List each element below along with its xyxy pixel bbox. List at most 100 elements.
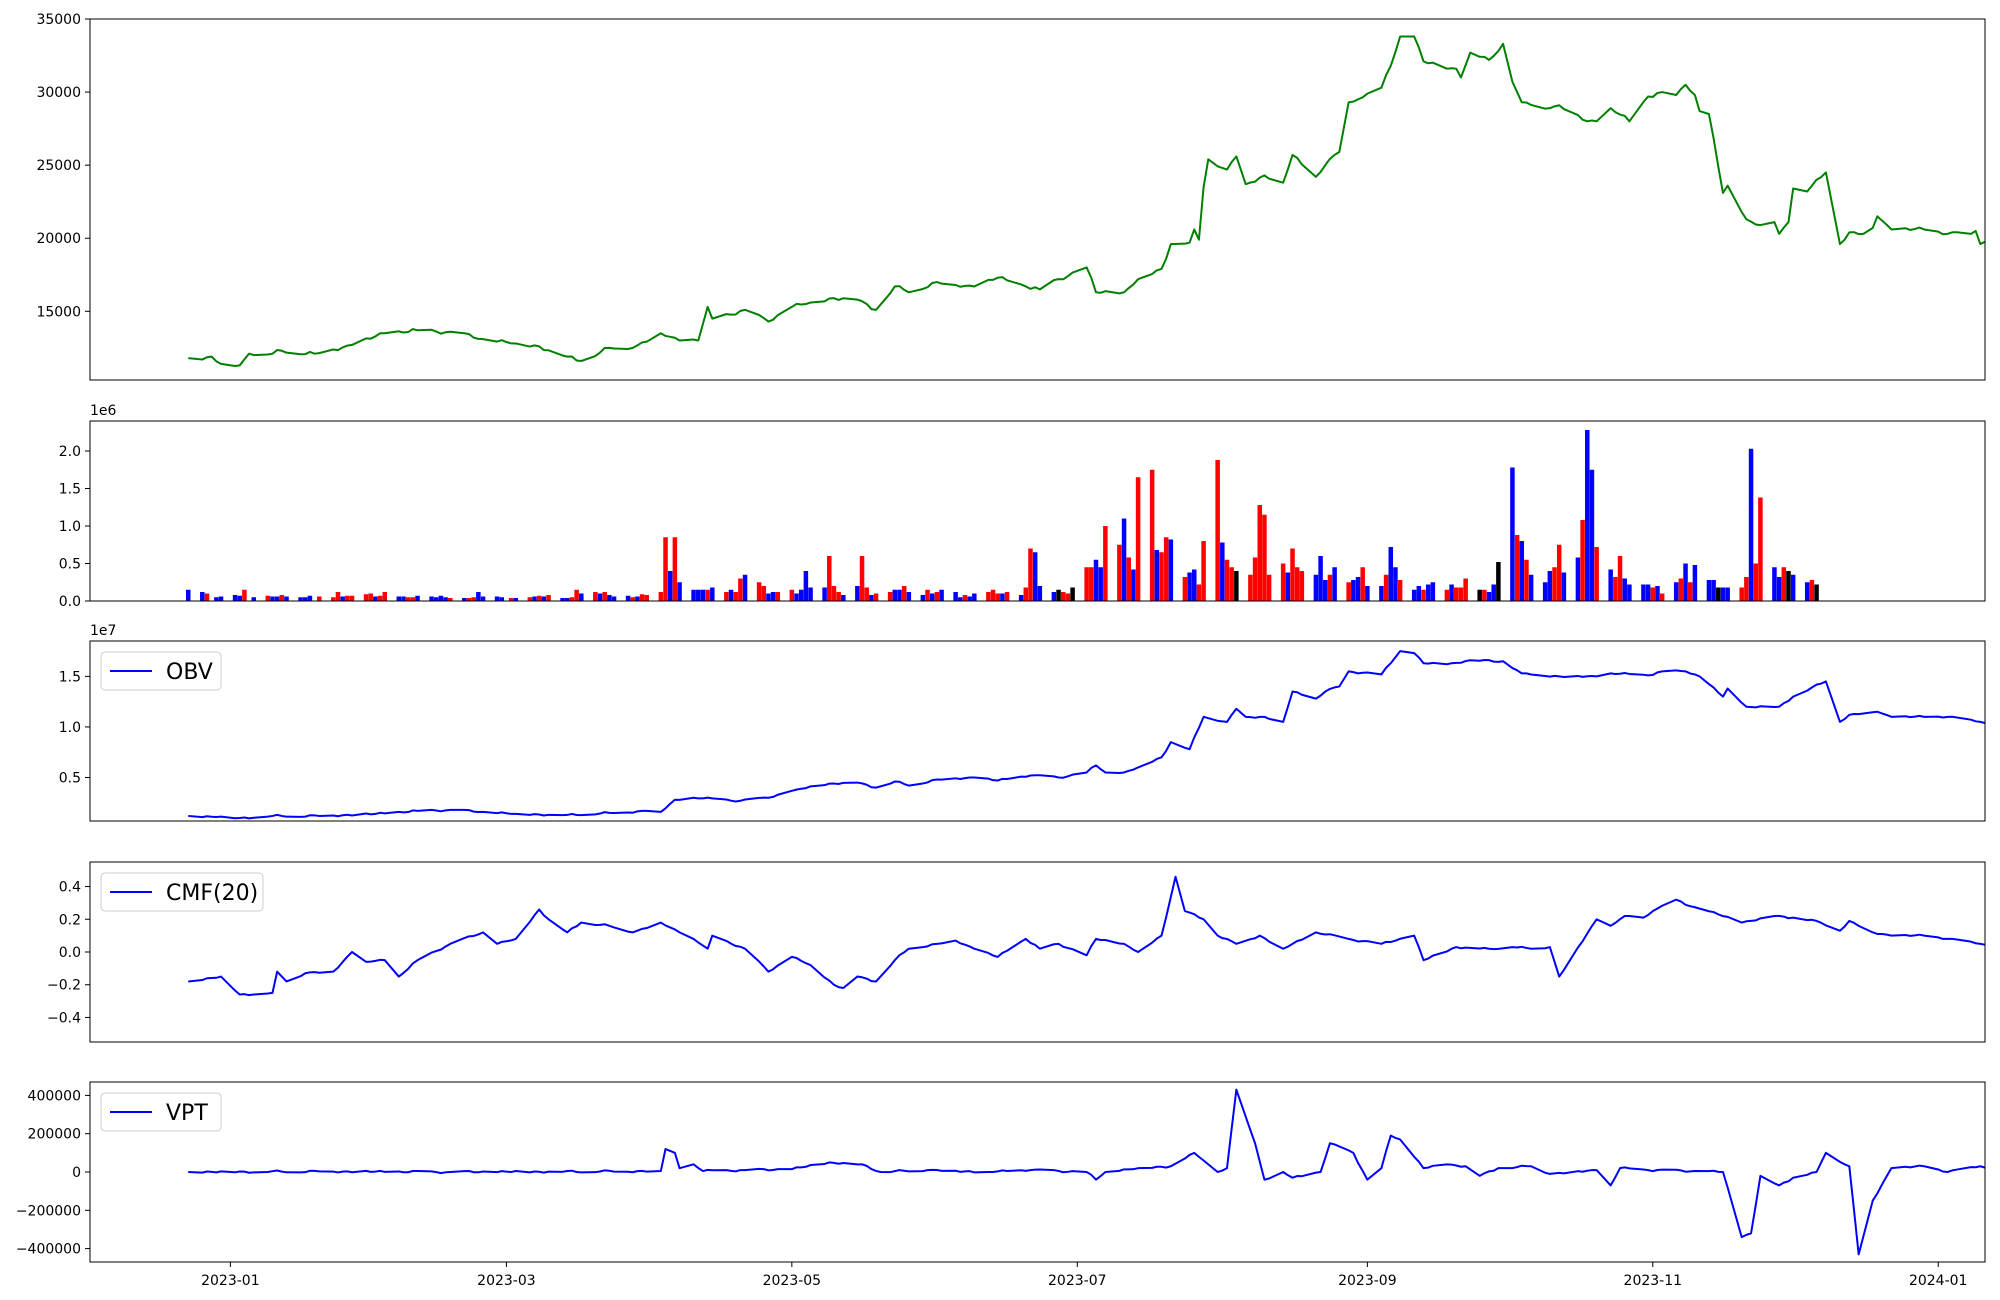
vpt-ytick-label: 200000 xyxy=(28,1127,81,1143)
volume-bar xyxy=(1351,580,1356,601)
volume-bar xyxy=(1753,563,1758,601)
volume-bar xyxy=(1135,477,1141,601)
volume-bar xyxy=(1056,589,1061,601)
volume-bar xyxy=(1365,586,1370,601)
volume-bar xyxy=(1772,567,1777,601)
volume-bar xyxy=(368,593,373,601)
volume-bar xyxy=(1556,544,1562,601)
volume-bar xyxy=(1547,571,1553,601)
volume-bar xyxy=(1379,586,1384,601)
legend-box xyxy=(100,1092,222,1132)
volume-bar xyxy=(218,596,224,601)
volume-bar xyxy=(1313,574,1319,601)
xtick-label: 2023-07 xyxy=(1048,1273,1107,1289)
volume-bar xyxy=(1608,569,1613,601)
volume-bar xyxy=(1355,577,1361,601)
cmf-legend: CMF(20) xyxy=(100,872,264,912)
volume-bar xyxy=(242,589,247,601)
volume-bar xyxy=(298,597,303,601)
legend-label: OBV xyxy=(166,660,213,685)
volume-bar xyxy=(579,593,584,601)
volume-bar xyxy=(1098,567,1103,601)
volume-bar xyxy=(1519,541,1525,601)
volume-bar xyxy=(1524,559,1529,601)
volume-bar xyxy=(204,593,210,601)
volume-ytick-label: 0.5 xyxy=(59,557,81,573)
volume-axes-frame xyxy=(89,420,1986,602)
volume-bar xyxy=(827,556,832,601)
volume-bar xyxy=(448,598,453,601)
volume-bar xyxy=(1449,584,1454,601)
price-ytick-label: 15000 xyxy=(36,304,81,320)
volume-bar xyxy=(1482,589,1487,601)
volume-bar xyxy=(1187,572,1192,601)
vpt-legend: VPT xyxy=(100,1092,222,1132)
volume-bar xyxy=(494,596,500,601)
volume-bar xyxy=(1786,571,1791,601)
volume-bar xyxy=(340,596,345,601)
volume-ytick-label: 0.0 xyxy=(59,594,81,610)
volume-bar xyxy=(373,596,378,601)
volume-bar xyxy=(480,596,486,601)
volume-bar xyxy=(466,598,472,601)
volume-bar xyxy=(1814,584,1819,601)
volume-bar xyxy=(696,589,701,601)
volume-bar xyxy=(1280,563,1286,601)
volume-bar xyxy=(382,592,388,601)
volume-bar xyxy=(1266,574,1272,601)
volume-ytick-label: 1.0 xyxy=(59,519,81,535)
xtick-label: 2023-03 xyxy=(477,1273,536,1289)
volume-bar xyxy=(1327,574,1333,601)
volume-bar xyxy=(1580,520,1585,601)
volume-bar xyxy=(1220,542,1225,601)
volume-bar xyxy=(1716,587,1721,601)
volume-bar xyxy=(1673,582,1679,601)
volume-bar xyxy=(1804,582,1810,601)
cmf-ytick-label: 0.0 xyxy=(59,945,81,961)
volume-bar xyxy=(929,593,935,601)
volume-bar xyxy=(200,592,205,601)
volume-bar xyxy=(1318,556,1323,601)
volume-bar xyxy=(1346,582,1351,601)
volume-bar xyxy=(1084,567,1089,601)
volume-bar xyxy=(897,589,902,601)
volume-bar xyxy=(1126,557,1131,601)
volume-bar xyxy=(794,593,799,601)
volume-bar xyxy=(1131,569,1136,601)
volume-bar xyxy=(663,537,668,601)
volume-bar xyxy=(667,571,673,601)
vpt-ytick-label: −200000 xyxy=(16,1203,81,1219)
volume-bar xyxy=(1051,592,1057,601)
volume-bar xyxy=(560,598,565,601)
volume-bar xyxy=(251,597,257,601)
volume-bar xyxy=(302,597,308,601)
volume-bar xyxy=(710,587,715,601)
volume-bar xyxy=(1496,562,1501,601)
volume-bar xyxy=(284,596,289,601)
volume-bar xyxy=(1192,569,1197,601)
obv-axes-frame xyxy=(89,640,1986,822)
volume-bar xyxy=(1121,518,1127,601)
volume-bar xyxy=(990,589,996,601)
volume-bar xyxy=(1454,587,1459,601)
volume-bar xyxy=(1032,552,1038,601)
volume-bar xyxy=(836,592,841,601)
volume-bar xyxy=(1000,593,1005,601)
volume-bar xyxy=(1491,584,1496,601)
volume-bar xyxy=(869,595,874,601)
volume-bar xyxy=(270,596,275,601)
xtick-label: 2023-05 xyxy=(763,1273,822,1289)
volume-bar xyxy=(892,589,898,601)
volume-bar xyxy=(1196,584,1202,601)
volume-bar xyxy=(574,589,579,601)
volume-bar xyxy=(1641,584,1646,601)
obv-offset-label: 1e7 xyxy=(90,623,116,639)
legend-box xyxy=(100,651,222,691)
cmf-ytick-label: 0.4 xyxy=(59,880,81,896)
volume-bar xyxy=(1486,592,1492,601)
volume-bar xyxy=(405,597,411,601)
volume-bar xyxy=(1463,578,1468,601)
volume-bar xyxy=(1252,557,1258,601)
volume-bar xyxy=(733,592,738,601)
